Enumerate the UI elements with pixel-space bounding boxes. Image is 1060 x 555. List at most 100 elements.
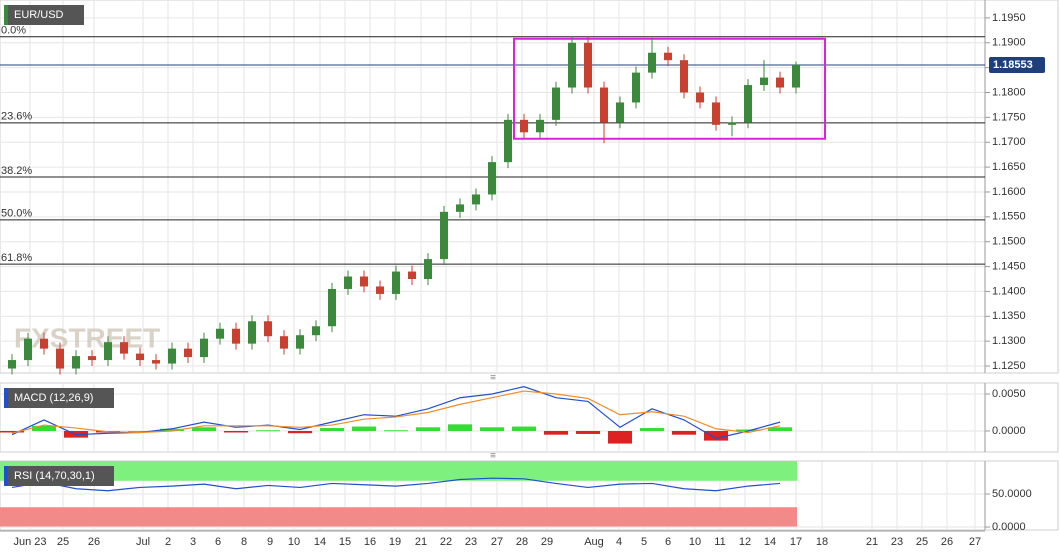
candle-body — [168, 348, 176, 364]
y-tick-label: 1.1800 — [992, 86, 1026, 98]
candle-body — [712, 102, 720, 125]
histogram-bar — [512, 426, 536, 431]
panel-title-stripe — [4, 466, 8, 486]
panel-title-tag: EUR/USD — [4, 5, 84, 25]
panel-title-stripe — [4, 5, 8, 25]
indicator-line — [11, 477, 781, 492]
panel-title-box — [4, 388, 114, 408]
panel-frame — [0, 0, 1059, 374]
candle-body — [600, 87, 608, 123]
histogram-bar — [768, 427, 792, 431]
candle-body — [328, 288, 336, 327]
x-tick-label: 10 — [689, 536, 701, 548]
x-tick-label: 15 — [339, 536, 351, 548]
x-tick-label: 12 — [739, 536, 751, 548]
panel-title-stripe — [4, 388, 8, 408]
histogram-bar — [320, 428, 344, 431]
candle-body — [8, 360, 16, 369]
x-tick-label: 14 — [314, 536, 326, 548]
x-tick-label: 4 — [616, 536, 622, 548]
histogram-bar — [256, 430, 280, 432]
panel-handle: ≡ — [490, 373, 496, 384]
candle-body — [632, 72, 640, 103]
candle-body — [344, 276, 352, 289]
x-tick-label: 26 — [941, 536, 953, 548]
x-tick-label: 18 — [816, 536, 828, 548]
y-tick-label: 1.1750 — [992, 111, 1026, 123]
x-tick-label: 16 — [364, 536, 376, 548]
candle-body — [184, 348, 192, 358]
candle-body — [24, 338, 32, 361]
candle-body — [120, 342, 128, 354]
y-tick-label: 1.1400 — [992, 285, 1026, 297]
histogram-bar — [192, 427, 216, 431]
range-box — [513, 37, 826, 140]
x-tick-label: 3 — [190, 536, 196, 548]
x-tick-label: 29 — [541, 536, 553, 548]
candle-body — [312, 326, 320, 336]
candle-body — [616, 102, 624, 123]
histogram-bar — [0, 430, 24, 433]
x-tick-label: 25 — [57, 536, 69, 548]
panel-title-tag: RSI (14,70,30,1) — [4, 466, 114, 486]
candle-body — [696, 92, 704, 103]
x-tick-label: 6 — [215, 536, 221, 548]
x-tick-label: 2 — [165, 536, 171, 548]
x-tick-label: 28 — [516, 536, 528, 548]
candle-body — [280, 336, 288, 349]
candle-body — [408, 271, 416, 280]
fib-label: 61.8% — [1, 252, 32, 264]
histogram-bar — [128, 430, 152, 432]
fib-label: 50.0% — [1, 208, 32, 220]
histogram-bar — [704, 430, 728, 441]
fib-label: 0.0% — [1, 25, 26, 37]
last-price-label: 1.18553 — [993, 59, 1033, 71]
histogram-bar — [416, 427, 440, 431]
fib-label: 38.2% — [1, 165, 32, 177]
x-tick-label: 8 — [241, 536, 247, 548]
candle-body — [584, 42, 592, 88]
histogram-bar — [32, 425, 56, 431]
candle-body — [136, 353, 144, 361]
candle-body — [536, 119, 544, 133]
x-tick-label: 25 — [916, 536, 928, 548]
candle-body — [792, 65, 800, 88]
candle-body — [88, 356, 96, 361]
candle-body — [568, 42, 576, 88]
y-tick-label: 1.1550 — [992, 211, 1026, 223]
rsi-band — [0, 507, 797, 528]
panel-title-box — [4, 5, 84, 25]
y-tick-label: 1.1500 — [992, 236, 1026, 248]
indicator-line — [11, 390, 781, 434]
rsi-band — [0, 461, 797, 481]
x-tick-label: 19 — [389, 536, 401, 548]
histogram-bar — [352, 426, 376, 431]
panel-frame — [0, 382, 1059, 453]
candle-body — [760, 77, 768, 86]
y-tick-label: 0.0000 — [992, 521, 1026, 533]
candle-body — [392, 271, 400, 294]
histogram-bar — [480, 427, 504, 431]
candle-body — [520, 119, 528, 133]
candle-body — [360, 276, 368, 287]
histogram-bar — [160, 428, 184, 431]
panel-title-tag: MACD (12,26,9) — [4, 388, 114, 408]
panel-title: RSI (14,70,30,1) — [14, 470, 95, 482]
x-tick-label: 23 — [891, 536, 903, 548]
x-tick-label: 27 — [969, 536, 981, 548]
y-tick-label: 1.1650 — [992, 161, 1026, 173]
panel-title-box — [4, 466, 114, 486]
histogram-bar — [608, 430, 632, 444]
x-tick-label: 10 — [288, 536, 300, 548]
histogram-bar — [448, 424, 472, 431]
candle-body — [376, 286, 384, 294]
candle-body — [296, 335, 304, 349]
histogram-bar — [384, 430, 408, 432]
candle-body — [440, 211, 448, 260]
candle-body — [216, 328, 224, 339]
x-tick-label: 23 — [465, 536, 477, 548]
x-tick-label: 26 — [88, 536, 100, 548]
candle-body — [504, 119, 512, 163]
candle-body — [472, 194, 480, 205]
